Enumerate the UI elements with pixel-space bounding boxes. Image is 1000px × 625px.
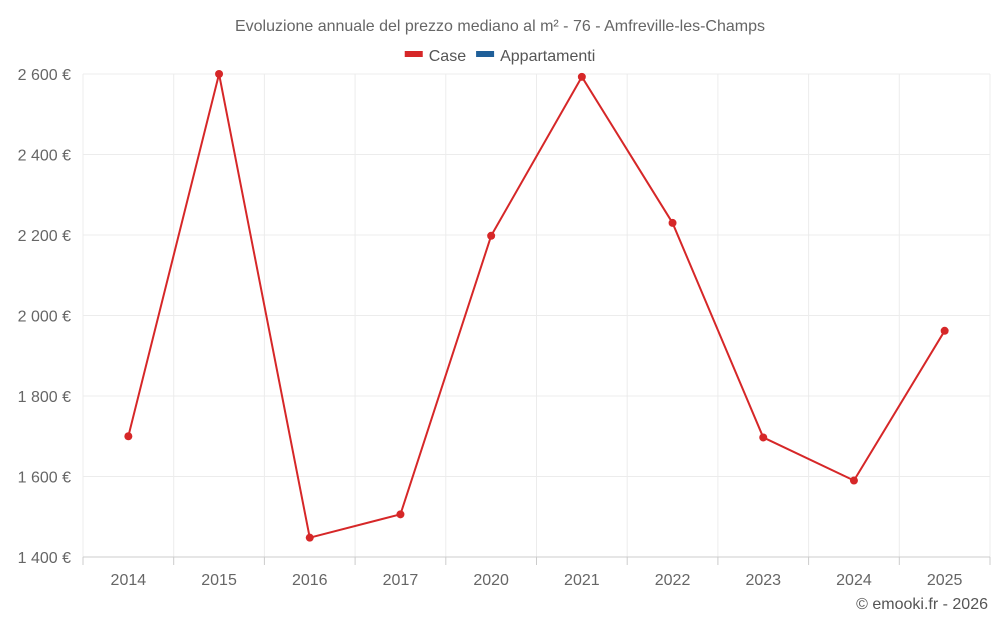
x-tick-label: 2022 bbox=[655, 572, 691, 589]
data-point[interactable] bbox=[305, 533, 314, 542]
data-point[interactable] bbox=[668, 218, 677, 227]
x-tick-label: 2017 bbox=[383, 572, 419, 589]
y-tick-label: 2 600 € bbox=[18, 67, 71, 84]
legend-label: Case bbox=[429, 48, 466, 65]
data-point[interactable] bbox=[124, 432, 133, 441]
legend: Case Appartamenti bbox=[404, 48, 595, 65]
axes: 1 400 € 1 600 € 1 800 € 2 000 € 2 200 € 2 400… bbox=[18, 67, 991, 589]
y-tick-label: 2 400 € bbox=[18, 148, 71, 165]
x-tick-label: 2025 bbox=[927, 572, 963, 589]
chart-title: Evoluzione annuale del prezzo mediano al… bbox=[235, 18, 765, 35]
x-tick-label: 2016 bbox=[292, 572, 328, 589]
x-tick-label: 2015 bbox=[201, 572, 237, 589]
legend-swatch bbox=[404, 51, 423, 57]
legend-label: Appartamenti bbox=[500, 48, 595, 65]
x-tick-label: 2020 bbox=[473, 572, 509, 589]
grid bbox=[82, 73, 991, 558]
x-tick-label: 2024 bbox=[836, 572, 872, 589]
data-point[interactable] bbox=[759, 433, 768, 442]
y-tick-label: 1 400 € bbox=[18, 550, 71, 567]
x-tick-label: 2014 bbox=[111, 572, 147, 589]
series-layer bbox=[124, 70, 949, 542]
data-point[interactable] bbox=[577, 72, 586, 81]
x-tick-label: 2023 bbox=[745, 572, 781, 589]
credit-text: © emooki.fr - 2026 bbox=[856, 596, 988, 613]
y-tick-label: 2 000 € bbox=[18, 309, 71, 326]
series-line-case bbox=[127, 73, 946, 539]
data-point[interactable] bbox=[487, 231, 496, 240]
y-tick-label: 1 600 € bbox=[18, 470, 71, 487]
data-point[interactable] bbox=[849, 476, 858, 485]
x-tick-label: 2021 bbox=[564, 572, 600, 589]
y-tick-label: 2 200 € bbox=[18, 228, 71, 245]
data-point[interactable] bbox=[396, 510, 405, 519]
legend-item-case[interactable]: Case bbox=[404, 48, 466, 65]
legend-swatch bbox=[476, 51, 495, 57]
y-tick-label: 1 800 € bbox=[18, 389, 71, 406]
data-point[interactable] bbox=[940, 326, 949, 335]
data-point[interactable] bbox=[215, 70, 224, 78]
legend-item-appartamenti[interactable]: Appartamenti bbox=[476, 48, 595, 65]
